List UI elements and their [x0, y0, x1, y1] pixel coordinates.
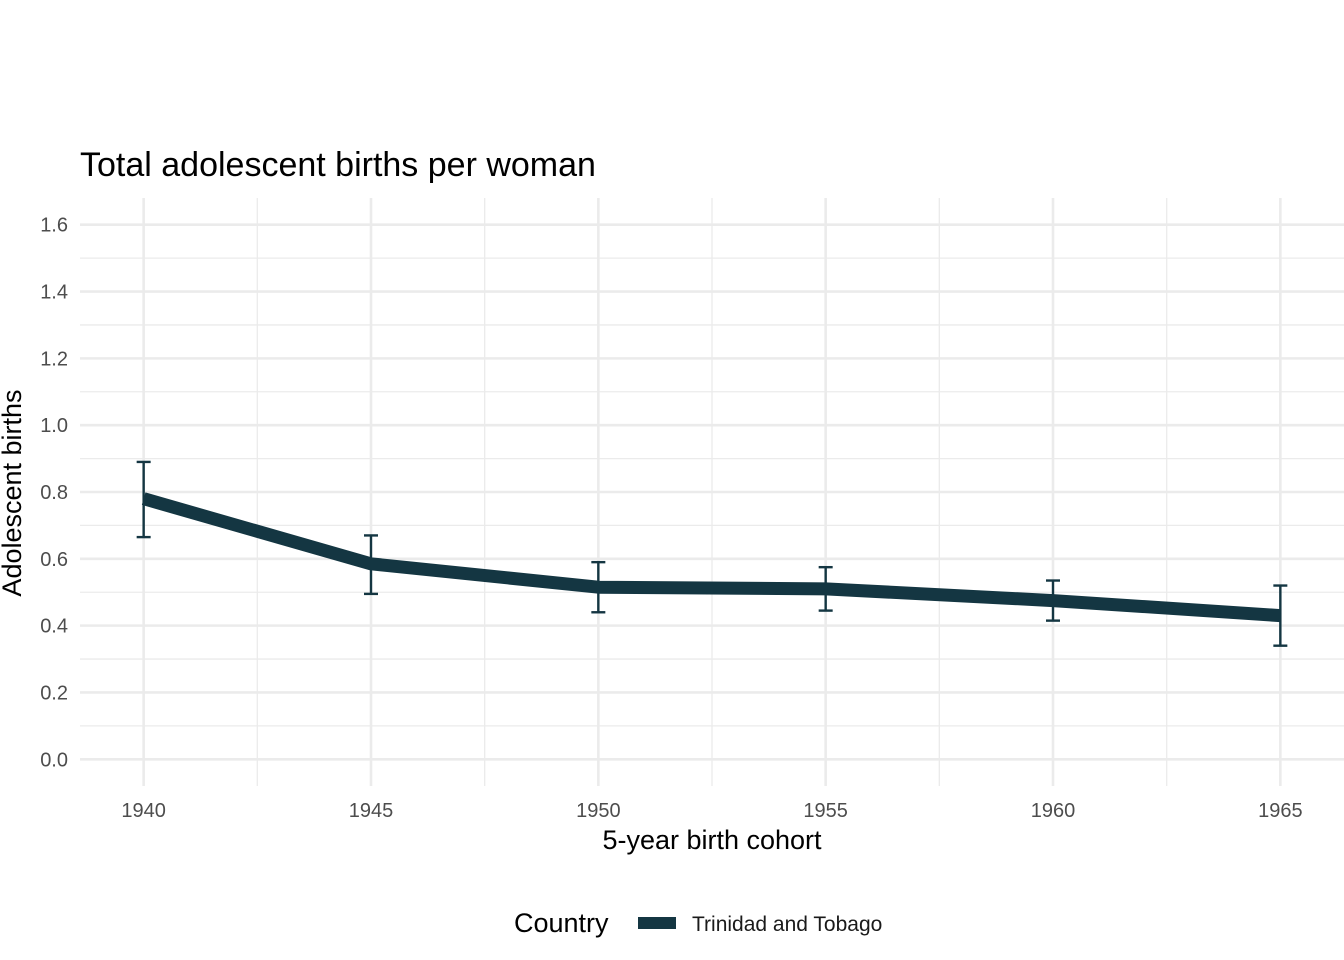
x-tick-label: 1945 — [349, 800, 394, 822]
y-tick-label: 1.4 — [40, 282, 68, 304]
y-tick-label: 1.0 — [40, 415, 68, 437]
x-tick-label: 1960 — [1031, 800, 1076, 822]
series-line-trinidad-and-tobago — [141, 492, 1281, 623]
series-layer — [136, 460, 1288, 647]
y-tick-label: 0.0 — [40, 749, 68, 771]
legend-title: Country — [514, 908, 609, 938]
x-axis-title: 5-year birth cohort — [602, 825, 822, 855]
x-tick-label: 1955 — [803, 800, 848, 822]
y-tick-label: 0.6 — [40, 549, 68, 571]
y-axis-title: Adolescent births — [0, 389, 27, 596]
y-tick-label: 1.6 — [40, 215, 68, 237]
y-tick-label: 0.4 — [40, 616, 68, 638]
y-axis-ticks: 0.0 0.2 0.4 0.6 0.8 1.0 1.2 1.4 1.6 — [40, 215, 68, 772]
chart-title: Total adolescent births per woman — [80, 146, 596, 184]
x-tick-label: 1940 — [121, 800, 166, 822]
y-tick-label: 1.2 — [40, 348, 68, 370]
y-tick-label: 0.2 — [40, 682, 68, 704]
grid — [80, 198, 1344, 786]
legend: Country Trinidad and Tobago — [514, 908, 882, 938]
legend-label-trinidad-and-tobago: Trinidad and Tobago — [692, 913, 882, 936]
x-tick-label: 1950 — [576, 800, 621, 822]
y-tick-label: 0.8 — [40, 482, 68, 504]
x-tick-label: 1965 — [1258, 800, 1303, 822]
x-axis-ticks: 1940 1945 1950 1955 1960 1965 — [121, 800, 1302, 822]
legend-key-trinidad-and-tobago — [638, 917, 676, 929]
